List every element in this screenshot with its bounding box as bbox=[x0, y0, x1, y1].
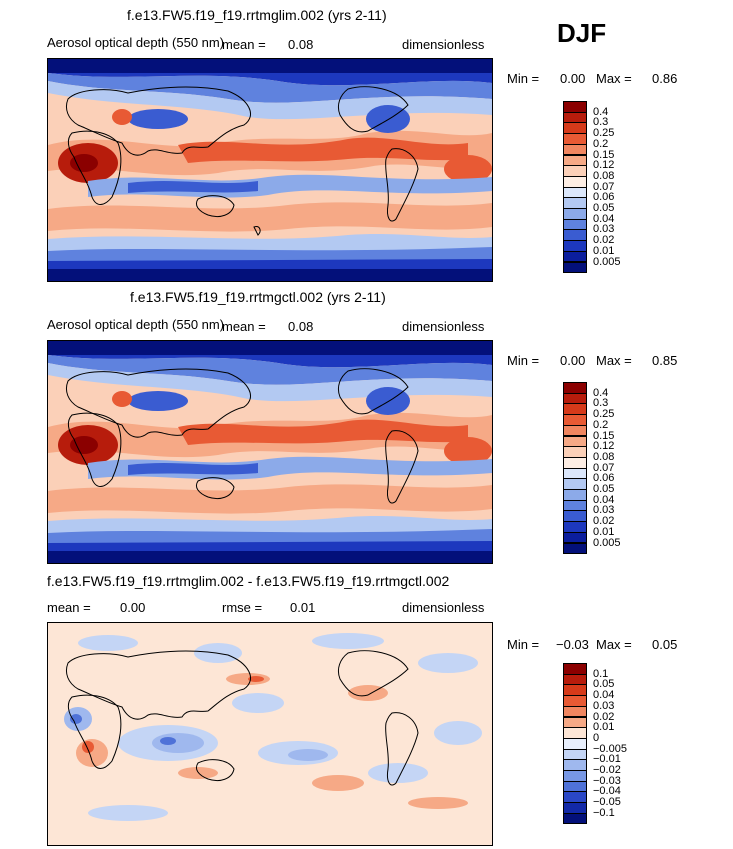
panel-1-min-label: Min = bbox=[507, 71, 540, 86]
colorbar-level-label: 0.04 bbox=[593, 493, 615, 506]
panel-3-min-value: −0.03 bbox=[556, 637, 589, 652]
colorbar-level-label: 0.03 bbox=[593, 504, 615, 517]
panel-3-max-label: Max = bbox=[596, 637, 632, 652]
panel-1-map bbox=[47, 58, 493, 282]
panel-1-mean-value: 0.08 bbox=[288, 37, 314, 52]
colorbar-level-label: 0.15 bbox=[593, 148, 615, 161]
colorbar-level-label: 0.1 bbox=[593, 667, 609, 680]
panel-3-max-value: 0.05 bbox=[652, 637, 678, 652]
colorbar-level-label: −0.04 bbox=[593, 785, 621, 798]
colorbar-level-label: 0.12 bbox=[593, 440, 615, 453]
panel-3-mean-label: mean = bbox=[47, 600, 91, 615]
colorbar-level-label: −0.03 bbox=[593, 774, 621, 787]
panel-3-min-label: Min = bbox=[507, 637, 540, 652]
colorbar-level-label: 0.4 bbox=[593, 105, 609, 118]
panel-1-variable: Aerosol optical depth (550 nm) bbox=[47, 35, 225, 50]
panel-2-units: dimensionless bbox=[402, 319, 485, 334]
colorbar-swatch bbox=[563, 542, 587, 555]
panel-1-title: f.e13.FW5.f19_f19.rrtmglim.002 (yrs 2-11… bbox=[127, 7, 387, 23]
panel-1-min-value: 0.00 bbox=[560, 71, 586, 86]
panel-3-title: f.e13.FW5.f19_f19.rrtmglim.002 - f.e13.F… bbox=[47, 573, 450, 589]
colorbar-level-label: 0.02 bbox=[593, 710, 615, 723]
colorbar-level-label: −0.05 bbox=[593, 796, 621, 809]
colorbar-level-label: 0.005 bbox=[593, 536, 621, 549]
colorbar-level-label: −0.01 bbox=[593, 753, 621, 766]
colorbar-level-label: 0.05 bbox=[593, 202, 615, 214]
panel-3-mean-value: 0.00 bbox=[120, 600, 146, 615]
panel-3-rmse-label: rmse = bbox=[222, 600, 263, 615]
colorbar-level-label: 0.01 bbox=[593, 721, 615, 734]
colorbar-swatch bbox=[563, 261, 587, 274]
colorbar-level-label: 0.08 bbox=[593, 450, 615, 463]
colorbar-level-label: 0.05 bbox=[593, 483, 615, 495]
panel-2-title: f.e13.FW5.f19_f19.rrtmgctl.002 (yrs 2-11… bbox=[130, 289, 386, 305]
colorbar-level-label: 0.2 bbox=[593, 137, 609, 150]
panel-2-min-value: 0.00 bbox=[560, 353, 586, 368]
panel-3-rmse-value: 0.01 bbox=[290, 600, 316, 615]
colorbar-level-label: 0.3 bbox=[593, 397, 609, 410]
colorbar-level-label: 0.02 bbox=[593, 515, 615, 528]
colorbar-level-label: 0.07 bbox=[593, 180, 615, 193]
colorbar-level-label: 0.04 bbox=[593, 689, 615, 702]
season-label: DJF bbox=[557, 18, 607, 48]
panel-3-map bbox=[47, 622, 493, 846]
panel-2-mean-value: 0.08 bbox=[288, 319, 314, 334]
colorbar-level-label: 0 bbox=[593, 731, 600, 744]
colorbar-level-label: −0.02 bbox=[593, 764, 621, 776]
colorbar-level-label: 0.005 bbox=[593, 255, 621, 268]
colorbar-level-label: 0.4 bbox=[593, 386, 609, 399]
panel-1-units: dimensionless bbox=[402, 37, 485, 52]
colorbar-level-label: 0.05 bbox=[593, 678, 615, 691]
colorbar-level-label: 0.3 bbox=[593, 116, 609, 129]
colorbar-level-label: 0.02 bbox=[593, 234, 615, 247]
colorbar-level-label: 0.03 bbox=[593, 223, 615, 236]
panel-2-min-label: Min = bbox=[507, 353, 540, 368]
colorbar-swatch bbox=[563, 812, 587, 825]
colorbar-level-label: 0.03 bbox=[593, 699, 615, 712]
colorbar-level-label: 0.06 bbox=[593, 472, 615, 485]
panel-2-map bbox=[47, 340, 493, 564]
colorbar-level-label: 0.08 bbox=[593, 169, 615, 182]
panel-1-max-label: Max = bbox=[596, 71, 632, 86]
colorbar-level-label: 0.01 bbox=[593, 244, 615, 257]
colorbar-level-label: 0.04 bbox=[593, 212, 615, 225]
colorbar-level-label: 0.06 bbox=[593, 191, 615, 204]
colorbar-level-label: 0.12 bbox=[593, 159, 615, 172]
colorbar-level-label: 0.25 bbox=[593, 127, 615, 140]
colorbar-level-label: −0.1 bbox=[593, 806, 615, 819]
panel-3-units: dimensionless bbox=[402, 600, 485, 615]
colorbar-level-label: 0.2 bbox=[593, 418, 609, 431]
colorbar-level-label: −0.005 bbox=[593, 742, 627, 755]
colorbar-level-label: 0.15 bbox=[593, 429, 615, 442]
panel-2-mean-label: mean = bbox=[222, 319, 266, 334]
panel-2-max-value: 0.85 bbox=[652, 353, 678, 368]
panel-2-variable: Aerosol optical depth (550 nm) bbox=[47, 317, 225, 332]
colorbar-level-label: 0.01 bbox=[593, 525, 615, 538]
colorbar-level-label: 0.25 bbox=[593, 408, 615, 421]
panel-2-max-label: Max = bbox=[596, 353, 632, 368]
panel-1-max-value: 0.86 bbox=[652, 71, 678, 86]
panel-1-mean-label: mean = bbox=[222, 37, 266, 52]
colorbar-level-label: 0.07 bbox=[593, 461, 615, 474]
